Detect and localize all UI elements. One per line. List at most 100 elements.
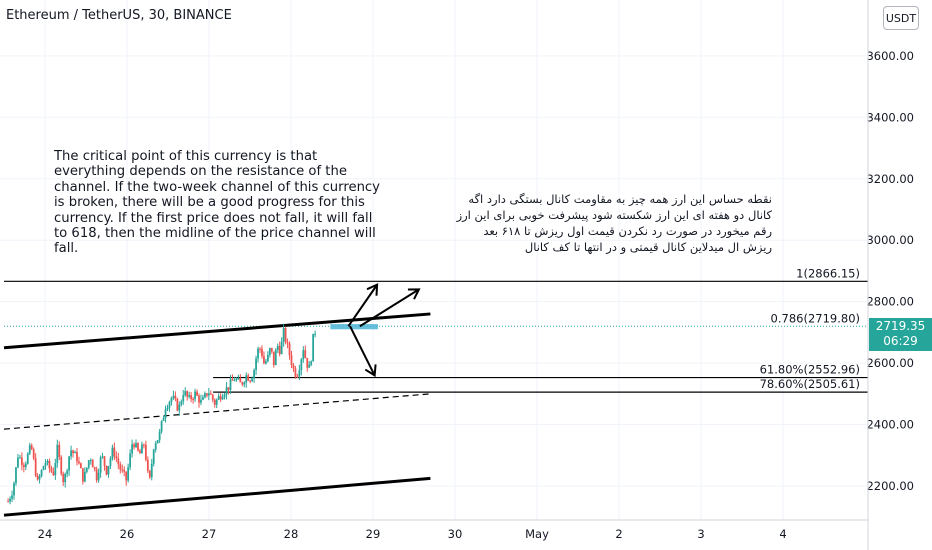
candle-body	[119, 464, 122, 470]
currency-button[interactable]: USDT	[883, 6, 919, 30]
y-tick-label: 3400.00	[866, 110, 914, 124]
candle-body	[141, 444, 143, 454]
candle-body	[286, 342, 289, 344]
candle-body	[97, 472, 100, 481]
candle-body	[152, 449, 155, 464]
candle-body	[204, 393, 206, 398]
candle-body	[249, 380, 252, 382]
candle-body	[125, 471, 128, 481]
candle-body	[274, 349, 277, 366]
x-tick-label: May	[525, 527, 549, 541]
candle-body	[11, 495, 13, 499]
candle-body	[93, 467, 96, 470]
candle-body	[70, 450, 72, 457]
candle-body	[184, 391, 187, 396]
fib-levels: 1(2866.15) 0.786(2719.80) 61.80%(2552.96)7…	[4, 266, 868, 393]
candle-body	[261, 348, 263, 357]
candle-body	[115, 456, 118, 459]
arrow-head	[364, 364, 377, 378]
candle-body	[56, 444, 59, 464]
candle-body	[26, 453, 29, 464]
candle-body	[44, 462, 47, 467]
candle-body	[231, 379, 234, 381]
y-tick-label: 2400.00	[866, 418, 914, 432]
candle-body	[247, 375, 250, 381]
candle-body	[123, 469, 126, 472]
candle-body	[257, 348, 259, 359]
fib-level-label: 0.786(2719.80)	[771, 311, 860, 325]
candle-body	[227, 387, 230, 390]
candle-body	[121, 469, 124, 471]
x-tick-label: 28	[284, 527, 299, 541]
candle-body	[241, 382, 244, 385]
candle-body	[9, 498, 11, 502]
candle-body	[113, 447, 116, 457]
candle-body	[245, 375, 248, 383]
candle-body	[194, 391, 196, 400]
candle-body	[19, 457, 21, 459]
candle-body	[50, 468, 53, 472]
candle-body	[308, 364, 311, 368]
candle-body	[101, 456, 104, 458]
candle-body	[178, 404, 181, 411]
candle-body	[270, 348, 273, 352]
candle-body	[292, 364, 295, 369]
note-english: The critical point of this currency is t…	[54, 149, 380, 257]
candle-body	[146, 459, 149, 471]
candle-body	[150, 463, 153, 478]
candle-body	[154, 443, 157, 450]
candle-body	[219, 396, 222, 400]
candle-body	[32, 449, 35, 459]
candle-body	[300, 359, 303, 371]
candle-body	[133, 444, 135, 448]
last-price-tag: 2719.35 06:29	[869, 318, 932, 351]
candle-body	[182, 395, 185, 402]
candle-body	[127, 467, 130, 481]
candle-body	[278, 345, 281, 355]
candle-body	[28, 445, 31, 454]
candle-body	[117, 458, 120, 465]
candle-body	[38, 476, 41, 480]
candle-body	[68, 456, 71, 471]
candle-body	[225, 387, 228, 395]
candle-body	[78, 461, 80, 464]
arrow-head	[366, 283, 379, 296]
candle-body	[198, 395, 200, 403]
candle-body	[24, 463, 27, 468]
candle-body	[131, 444, 133, 454]
candle-body	[7, 501, 9, 503]
x-tick-label: 2	[615, 527, 622, 541]
candle-body	[302, 350, 305, 360]
candle-body	[60, 456, 63, 474]
candle-body	[172, 395, 175, 398]
candle-body	[207, 393, 210, 396]
candle-body	[105, 465, 108, 475]
candle-body	[284, 328, 287, 343]
candle-body	[188, 395, 191, 397]
candle-body	[168, 402, 171, 408]
candle-body	[52, 471, 55, 476]
candle-body	[174, 395, 177, 399]
grid	[0, 0, 868, 520]
candle-body	[298, 370, 301, 377]
candle-body	[48, 460, 51, 469]
highlight-box	[330, 324, 378, 330]
candle-body	[263, 356, 265, 364]
candle-body	[282, 328, 285, 342]
candle-body	[288, 343, 291, 356]
y-tick-label: 2800.00	[866, 295, 914, 309]
candle-body	[294, 368, 297, 377]
candle-body	[253, 370, 255, 379]
candle-body	[81, 468, 84, 482]
candle-body	[95, 469, 98, 481]
trendline-lower-channel	[3, 476, 431, 517]
y-tick-label: 2200.00	[866, 479, 914, 493]
candle-body	[272, 351, 275, 366]
candle-body	[235, 379, 238, 381]
candle-body	[89, 459, 92, 461]
candle-body	[196, 391, 198, 396]
candle-body	[22, 464, 25, 468]
candle-body	[148, 470, 151, 478]
